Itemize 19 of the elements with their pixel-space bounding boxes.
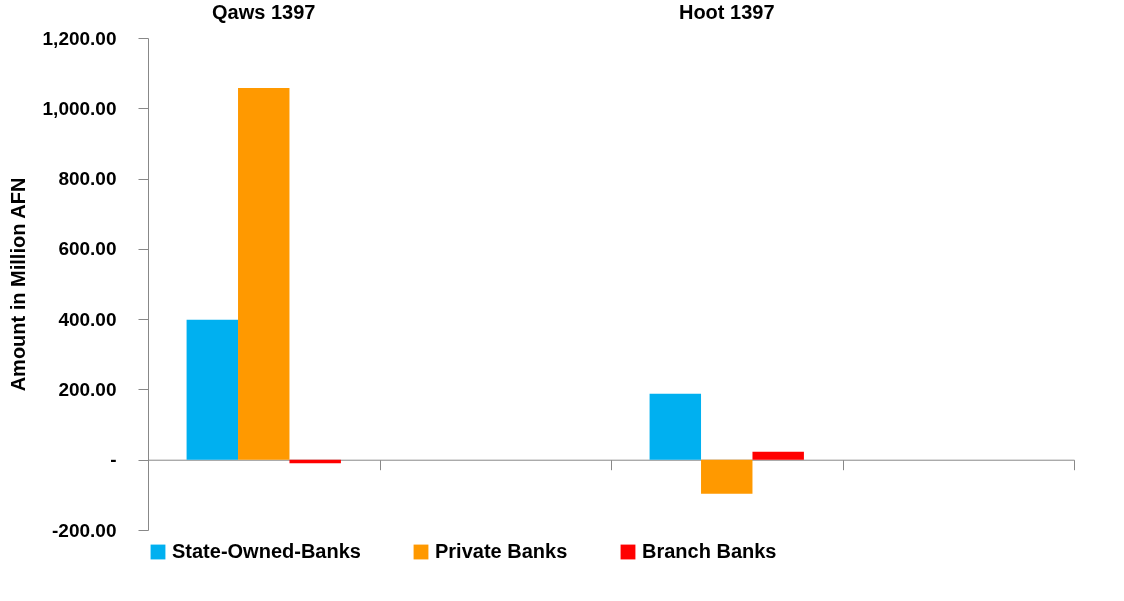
y-tick-label: 400.00: [58, 308, 117, 330]
y-axis-title: Amount in Million AFN: [6, 177, 29, 392]
bar: [238, 87, 290, 460]
legend-label: Private Banks: [435, 540, 568, 562]
legend-label: State-Owned-Banks: [172, 540, 361, 562]
bar: [649, 393, 702, 460]
y-tick-label: 1,200.00: [42, 27, 117, 49]
y-tick-label: 1,000.00: [42, 97, 117, 119]
x-tick-label: Hoot 1397: [678, 0, 775, 23]
y-tick-label: 800.00: [58, 168, 117, 190]
bar: [752, 451, 804, 460]
legend-label: Branch Banks: [642, 540, 777, 562]
y-tick-label: 600.00: [58, 238, 117, 260]
y-tick-label: 200.00: [58, 378, 117, 400]
bar: [701, 459, 753, 494]
x-tick-label: Qaws 1397: [212, 0, 316, 23]
y-tick-label: -: [110, 449, 117, 471]
y-tick-label: -200.00: [52, 519, 117, 541]
bar: [186, 319, 239, 460]
